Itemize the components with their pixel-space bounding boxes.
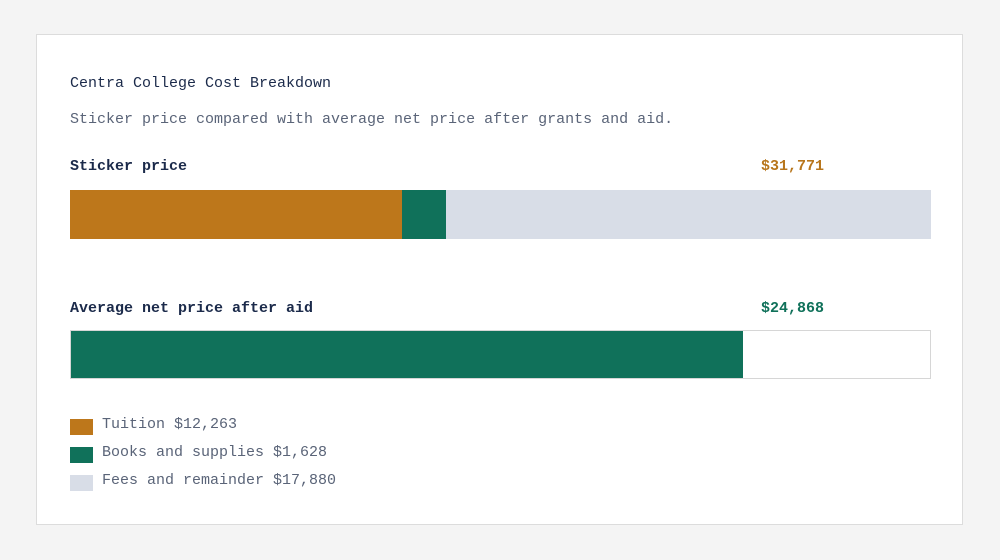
sticker-price-label: Sticker price	[70, 158, 188, 175]
bar-segment-fees-and-remainder	[446, 190, 931, 239]
net-price-label: Average net price after aid	[70, 300, 314, 317]
bar-segment-net-price	[71, 331, 744, 378]
legend-swatch	[70, 475, 93, 491]
sticker-price-value: $31,771	[761, 158, 825, 175]
chart-card: Centra College Cost Breakdown Sticker pr…	[36, 34, 963, 525]
legend-label: Books and supplies $1,628	[102, 444, 328, 461]
net-price-value: $24,868	[761, 300, 825, 317]
chart-title: Centra College Cost Breakdown	[70, 75, 332, 92]
sticker-price-bar	[70, 190, 931, 239]
legend-label: Fees and remainder $17,880	[102, 472, 337, 489]
bar-segment-tuition	[70, 190, 403, 239]
legend-swatch	[70, 447, 93, 463]
chart-subtitle: Sticker price compared with average net …	[70, 111, 674, 128]
bar-segment-books-and-supplies	[402, 190, 447, 239]
legend-swatch	[70, 419, 93, 435]
net-price-bar	[70, 330, 931, 379]
legend-label: Tuition $12,263	[102, 416, 238, 433]
